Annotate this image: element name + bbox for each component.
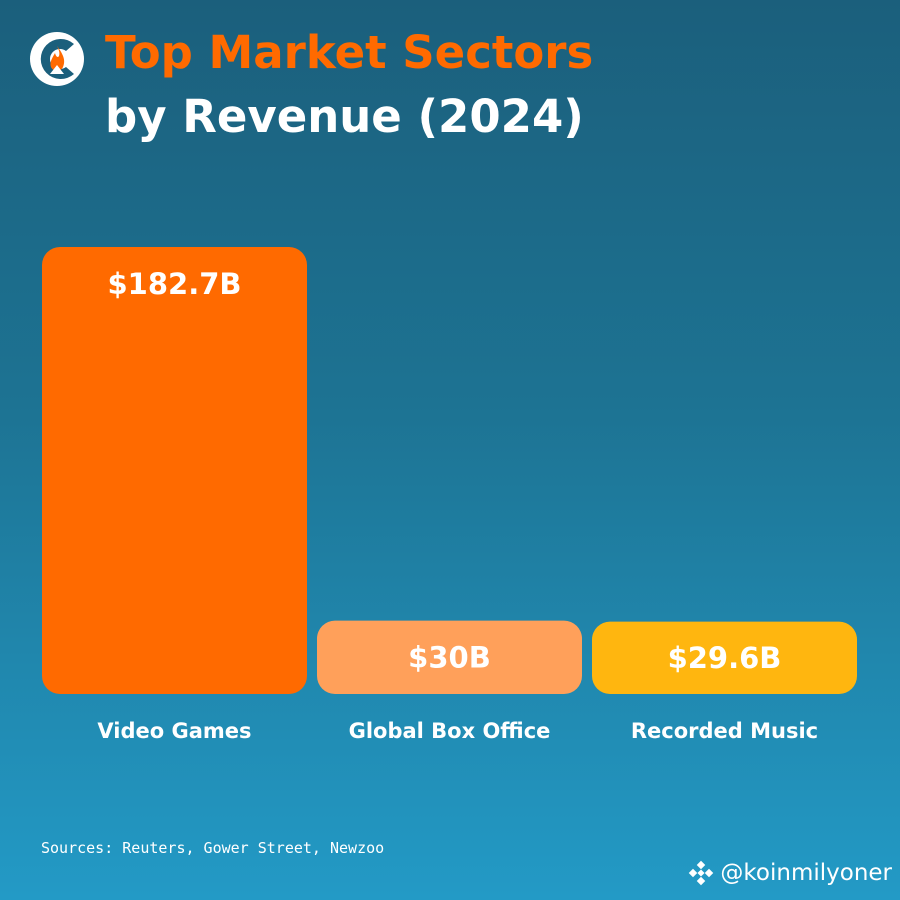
bar-value-label-2: $29.6B (668, 641, 782, 675)
bar-value-label-0: $182.7B (107, 267, 241, 301)
page-subtitle: by Revenue (2024) (105, 90, 584, 143)
watermark-handle: @koinmilyoner (720, 860, 892, 886)
watermark: @koinmilyoner (688, 860, 892, 886)
bar-2 (592, 621, 857, 694)
bar-1 (317, 620, 582, 694)
bar-0 (42, 247, 307, 694)
category-label-0: Video Games (97, 719, 251, 743)
sources-note: Sources: Reuters, Gower Street, Newzoo (41, 839, 385, 857)
brand-logo-icon (30, 32, 84, 86)
binance-icon (689, 860, 714, 886)
category-label-1: Global Box Office (349, 719, 551, 743)
category-label-2: Recorded Music (631, 719, 818, 743)
page-title: Top Market Sectors (105, 26, 594, 79)
bar-value-label-1: $30B (408, 640, 491, 674)
